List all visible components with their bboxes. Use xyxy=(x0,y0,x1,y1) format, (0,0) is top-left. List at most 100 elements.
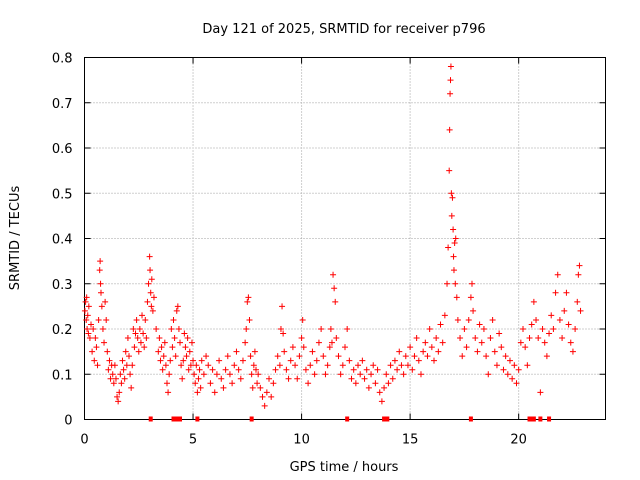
data-point xyxy=(444,280,451,287)
data-point xyxy=(565,321,572,328)
data-point xyxy=(107,375,114,382)
data-point xyxy=(365,384,372,391)
data-point xyxy=(190,357,197,364)
data-point xyxy=(472,335,479,342)
data-point xyxy=(511,362,518,369)
data-point xyxy=(183,353,190,360)
data-point xyxy=(149,307,156,314)
data-point xyxy=(552,289,559,296)
data-point xyxy=(346,357,353,364)
data-point xyxy=(130,326,137,332)
zero-point-marker xyxy=(171,416,176,422)
data-point xyxy=(554,271,561,278)
data-point xyxy=(170,316,177,323)
data-point xyxy=(187,362,194,369)
data-point xyxy=(496,330,503,337)
data-point xyxy=(528,321,535,328)
data-point xyxy=(163,380,170,387)
data-point xyxy=(543,353,550,360)
data-point xyxy=(311,371,318,378)
data-point xyxy=(572,326,579,332)
data-point xyxy=(478,339,485,346)
data-point xyxy=(563,289,570,296)
gridlines xyxy=(84,57,606,420)
zero-point-marker xyxy=(529,416,534,422)
y-tick-label: 0.3 xyxy=(52,278,73,293)
zero-point-marker xyxy=(382,416,387,422)
data-point xyxy=(535,335,542,342)
data-point xyxy=(539,326,546,332)
data-point xyxy=(556,316,563,323)
data-point xyxy=(447,63,454,70)
data-point xyxy=(120,366,127,373)
data-point xyxy=(145,280,152,287)
data-point xyxy=(417,371,424,378)
data-point xyxy=(169,344,176,351)
data-point xyxy=(128,384,135,391)
data-point xyxy=(327,326,334,332)
data-point xyxy=(287,357,294,364)
data-point xyxy=(447,77,454,84)
data-point xyxy=(383,371,390,378)
data-point xyxy=(359,357,366,364)
data-point xyxy=(192,380,199,387)
zero-point-marker xyxy=(547,416,552,422)
data-point xyxy=(394,366,401,373)
data-point xyxy=(97,289,104,296)
data-point xyxy=(450,253,457,260)
data-point xyxy=(289,344,296,351)
data-point xyxy=(541,339,548,346)
data-point xyxy=(126,353,133,360)
data-point xyxy=(171,335,178,342)
data-point xyxy=(259,393,266,400)
data-point xyxy=(452,280,459,287)
data-point xyxy=(81,307,88,314)
data-point xyxy=(97,280,104,287)
data-point xyxy=(254,380,261,387)
y-tick-labels: 0 0.1 0.2 0.3 0.4 0.5 0.6 0.7 0.8 xyxy=(52,52,73,429)
data-point xyxy=(446,126,453,133)
data-point xyxy=(185,366,192,373)
data-point xyxy=(268,393,275,400)
data-point xyxy=(226,371,233,378)
data-point xyxy=(292,362,299,369)
data-point xyxy=(517,339,524,346)
data-point xyxy=(188,339,195,346)
data-point xyxy=(389,375,396,382)
data-point xyxy=(485,371,492,378)
data-point xyxy=(574,298,581,305)
data-point xyxy=(576,262,583,269)
data-point xyxy=(391,357,398,364)
data-point xyxy=(548,312,555,319)
zero-point-marker xyxy=(538,416,543,422)
data-point xyxy=(177,339,184,346)
data-point xyxy=(91,357,98,364)
data-point xyxy=(143,335,150,342)
data-point xyxy=(467,294,474,301)
data-point xyxy=(530,298,537,305)
data-point xyxy=(146,253,153,260)
data-point xyxy=(559,335,566,342)
data-point xyxy=(461,326,468,332)
zero-point-marker xyxy=(468,416,473,422)
data-point xyxy=(157,357,164,364)
data-point xyxy=(112,375,119,382)
data-point xyxy=(147,289,154,296)
data-point xyxy=(132,330,139,337)
data-point xyxy=(173,307,180,314)
data-point xyxy=(509,375,516,382)
data-point xyxy=(533,316,540,323)
data-point xyxy=(148,276,155,283)
data-point xyxy=(229,380,236,387)
data-point xyxy=(526,335,533,342)
data-point xyxy=(520,326,527,332)
data-point xyxy=(504,371,511,378)
data-point xyxy=(276,362,283,369)
data-point xyxy=(335,353,342,360)
data-point xyxy=(245,294,252,301)
data-point xyxy=(257,384,264,391)
data-point xyxy=(244,298,251,305)
data-point xyxy=(181,330,188,337)
data-point xyxy=(357,371,364,378)
data-point xyxy=(491,348,498,355)
